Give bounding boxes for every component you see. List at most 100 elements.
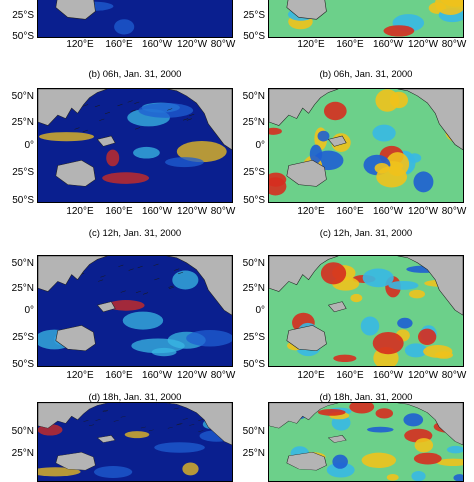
map-panel-r3-right [268, 402, 464, 482]
wind-arrow [168, 286, 175, 289]
field-blob [383, 25, 415, 37]
wind-arrow [183, 118, 189, 121]
field-blob [417, 328, 437, 345]
wind-arrow [167, 108, 173, 111]
longitude-label: 120°W [176, 39, 208, 50]
australia-landmass [286, 452, 327, 471]
longitude-label: 160°E [336, 370, 364, 381]
latitude-label: 50°S [243, 195, 265, 206]
wind-arrow [135, 290, 142, 293]
field-blob [350, 293, 363, 303]
latitude-label: 0° [24, 305, 34, 316]
wind-arrow [83, 420, 89, 422]
longitude-label: 160°W [141, 206, 173, 217]
field-blob [39, 132, 94, 142]
field-blob [317, 408, 346, 416]
wind-arrow [117, 103, 123, 107]
latitude-label: 50°S [12, 195, 34, 206]
field-blob [186, 329, 232, 347]
longitude-label: 120°W [407, 206, 439, 217]
map-canvas [269, 403, 463, 481]
field-blob [411, 471, 426, 481]
wind-arrow [173, 407, 179, 410]
wind-arrow [98, 279, 104, 282]
wind-arrow [177, 423, 183, 425]
island-landmass [96, 435, 116, 443]
field-blob [413, 452, 442, 465]
field-blob [389, 91, 408, 109]
asia-landmass [269, 403, 339, 429]
field-blob [133, 146, 160, 159]
latitude-label: 25°S [243, 167, 265, 178]
field-blob [138, 103, 194, 118]
field-blob [367, 426, 394, 433]
field-blob [386, 473, 399, 481]
field-blob [376, 166, 408, 188]
land-masses [38, 256, 232, 352]
wind-arrow [148, 429, 154, 432]
field-blob [440, 0, 463, 7]
latitude-label: 25°N [242, 117, 265, 128]
longitude-label: 160°W [141, 39, 173, 50]
wind-arrow [74, 127, 80, 130]
field-blob [182, 462, 199, 476]
map-panel-r0-left [37, 0, 233, 38]
latitude-label: 0° [24, 140, 34, 151]
wind-arrow [174, 268, 180, 271]
asia-landmass [38, 256, 108, 292]
field-blob [414, 438, 434, 453]
australia-landmass [55, 159, 96, 187]
land-masses [38, 403, 232, 471]
asia-landmass [269, 256, 339, 292]
north-america-landmass [397, 89, 463, 151]
wind-arrow [127, 100, 133, 103]
field-blob [106, 149, 120, 167]
latitude-label: 0° [255, 305, 265, 316]
australia-landmass [55, 452, 96, 471]
wind-arrow [134, 101, 140, 104]
australia-landmass [286, 0, 327, 20]
longitude-label: 120°E [297, 370, 325, 381]
field-blob [107, 300, 145, 311]
wind-arrow [198, 430, 204, 432]
map-canvas [38, 403, 232, 481]
island-landmass [96, 135, 116, 147]
field-blob [317, 130, 330, 142]
map-canvas [38, 89, 232, 202]
wind-arrow [167, 426, 173, 429]
latitude-label: 50°N [242, 258, 265, 269]
field-blob [408, 289, 425, 299]
field-blob [372, 331, 404, 355]
island-landmass [327, 301, 347, 313]
australia-landmass [286, 325, 327, 352]
map-panel-r2-right [268, 255, 464, 367]
longitude-label: 160°E [336, 206, 364, 217]
latitude-label: 25°N [11, 117, 34, 128]
field-blob [114, 19, 135, 35]
north-america-landmass [166, 256, 232, 316]
wind-arrow [189, 424, 195, 426]
longitude-label: 120°E [66, 39, 94, 50]
panel-caption: (c) 12h, Jan. 31, 2000 [88, 228, 182, 239]
wind-arrow [177, 271, 184, 275]
wind-arrow [176, 423, 182, 426]
longitude-label: 80°W [210, 39, 236, 50]
field-blob [403, 413, 424, 427]
field-blob [360, 316, 380, 336]
land-masses [55, 0, 96, 20]
wind-arrow [94, 104, 101, 108]
field-blob [372, 124, 396, 142]
field-blob [309, 144, 323, 164]
wind-arrow [102, 409, 108, 412]
wind-arrow [113, 420, 119, 422]
panel-caption: (d) 18h, Jan. 31, 2000 [88, 392, 182, 403]
longitude-label: 160°W [372, 370, 404, 381]
longitude-label: 80°W [210, 206, 236, 217]
wind-arrow [154, 277, 160, 281]
longitude-label: 160°E [105, 206, 133, 217]
field-blob [413, 171, 434, 193]
island-landmass [327, 435, 347, 443]
wind-arrow [130, 109, 136, 112]
field-blob [408, 153, 422, 163]
field-blob [446, 445, 463, 454]
